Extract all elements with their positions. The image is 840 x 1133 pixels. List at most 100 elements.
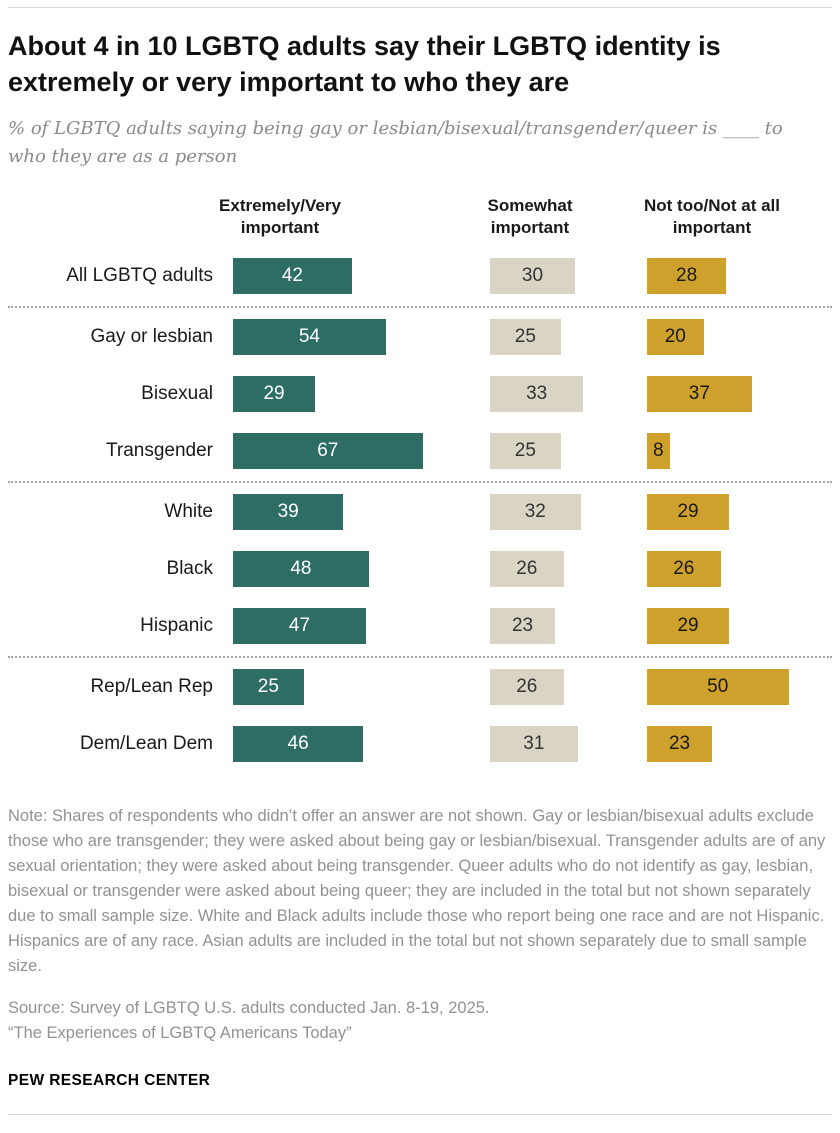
bar-cell: 23 <box>482 608 639 645</box>
bar-somewhat: 23 <box>490 608 556 645</box>
bar-value: 39 <box>277 501 299 523</box>
row-label: Gay or lesbian <box>90 326 213 348</box>
bar-value: 25 <box>514 326 536 348</box>
chart-row: All LGBTQ adults 42 30 28 <box>8 248 832 305</box>
bar-cell: 33 <box>482 376 639 413</box>
bar-cell: 8 <box>639 433 832 470</box>
bar-somewhat: 33 <box>490 376 584 413</box>
bar-not-too: 50 <box>647 669 789 706</box>
bar-value: 25 <box>514 440 536 462</box>
bar-somewhat: 25 <box>490 319 561 356</box>
bar-extremely-very: 48 <box>233 551 369 588</box>
bar-cell: 25 <box>482 433 639 470</box>
bar-value: 37 <box>688 383 710 405</box>
chart-group: All LGBTQ adults 42 30 28 <box>8 247 832 306</box>
column-header-extremely-very: Extremely/Very important <box>219 195 341 237</box>
bar-cell: 42 <box>225 258 482 295</box>
bar-value: 50 <box>707 676 729 698</box>
bar-value: 47 <box>288 615 311 637</box>
bar-value: 48 <box>290 558 312 580</box>
bar-cell: 32 <box>482 494 639 531</box>
bar-not-too: 23 <box>647 726 713 763</box>
chart-row: Transgender 67 25 8 <box>8 423 832 480</box>
bar-not-too: 8 <box>647 433 670 470</box>
bar-cell: 39 <box>225 494 482 531</box>
bar-cell: 23 <box>639 726 832 763</box>
bar-cell: 29 <box>639 494 832 531</box>
report-title: “The Experiences of LGBTQ Americans Toda… <box>8 1023 352 1042</box>
row-label: Rep/Lean Rep <box>90 676 213 698</box>
top-rule <box>8 7 832 8</box>
chart-group: Rep/Lean Rep 25 26 50 Dem/Lean Dem 46 31 23 <box>8 655 832 774</box>
bar-not-too: 29 <box>647 494 730 531</box>
bar-cell: 50 <box>639 669 832 706</box>
bar-value: 29 <box>677 615 699 637</box>
chart-row: Gay or lesbian 54 25 20 <box>8 309 832 366</box>
bar-cell: 48 <box>225 551 482 588</box>
row-label: White <box>164 501 213 523</box>
chart-group: White 39 32 29 Black 48 26 26 Hispanic 47 23 29 <box>8 480 832 656</box>
bar-cell: 47 <box>225 608 482 645</box>
chart-row: Bisexual 29 33 37 <box>8 366 832 423</box>
source-line: Source: Survey of LGBTQ U.S. adults cond… <box>8 998 490 1017</box>
bar-value: 67 <box>317 440 339 462</box>
bar-extremely-very: 67 <box>233 433 423 470</box>
bar-value: 28 <box>676 265 698 287</box>
bar-value: 30 <box>521 265 544 287</box>
page-title: About 4 in 10 LGBTQ adults say their LGB… <box>8 31 721 98</box>
bar-cell: 29 <box>639 608 832 645</box>
bar-somewhat: 30 <box>490 258 575 295</box>
bar-cell: 28 <box>639 258 832 295</box>
bar-value: 26 <box>673 558 695 580</box>
bar-value: 42 <box>281 265 303 287</box>
chart-row: Black 48 26 26 <box>8 541 832 598</box>
bar-somewhat: 26 <box>490 551 564 588</box>
column-header-somewhat: Somewhat important <box>487 195 573 237</box>
bar-cell: 54 <box>225 319 482 356</box>
bar-cell: 20 <box>639 319 832 356</box>
bar-cell: 46 <box>225 726 482 763</box>
chart-page: About 4 in 10 LGBTQ adults say their LGB… <box>0 7 840 1115</box>
bar-extremely-very: 39 <box>233 494 344 531</box>
bar-chart: All LGBTQ adults 42 30 28 Gay or lesbian 54 25… <box>8 247 832 774</box>
chart-row: Rep/Lean Rep 25 26 50 <box>8 659 832 716</box>
bar-value: 23 <box>511 615 534 637</box>
row-label: Transgender <box>105 440 213 462</box>
brand-label: PEW RESEARCH CENTER <box>8 1071 211 1089</box>
bar-cell: 37 <box>639 376 832 413</box>
chart-row: Dem/Lean Dem 46 31 23 <box>8 716 832 773</box>
bar-not-too: 37 <box>647 376 752 413</box>
column-header-not-too: Not too/Not at all important <box>644 195 780 237</box>
row-label: All LGBTQ adults <box>66 265 213 287</box>
row-label: Hispanic <box>140 615 213 637</box>
bar-extremely-very: 25 <box>233 669 304 706</box>
bar-cell: 25 <box>482 319 639 356</box>
bar-cell: 26 <box>482 669 639 706</box>
chart-group: Gay or lesbian 54 25 20 Bisexual 29 33 37 Transg… <box>8 305 832 481</box>
bar-cell: 29 <box>225 376 482 413</box>
chart-row: Hispanic 47 23 29 <box>8 598 832 655</box>
bar-somewhat: 25 <box>490 433 561 470</box>
bar-cell: 26 <box>482 551 639 588</box>
bottom-rule <box>8 1113 832 1115</box>
bar-value: 20 <box>664 326 686 348</box>
bar-value: 8 <box>653 440 664 462</box>
bar-value: 25 <box>257 676 279 698</box>
bar-cell: 26 <box>639 551 832 588</box>
column-headers: Extremely/Very important Somewhat import… <box>8 193 832 247</box>
bar-extremely-very: 54 <box>233 319 386 356</box>
bar-not-too: 28 <box>647 258 727 295</box>
bar-value: 26 <box>516 558 538 580</box>
bar-value: 29 <box>263 383 285 405</box>
bar-value: 26 <box>516 676 538 698</box>
bar-not-too: 29 <box>647 608 730 645</box>
bar-extremely-very: 42 <box>233 258 352 295</box>
bar-value: 46 <box>287 733 309 755</box>
bar-extremely-very: 47 <box>233 608 366 645</box>
bar-not-too: 20 <box>647 319 704 356</box>
bar-extremely-very: 29 <box>233 376 316 413</box>
row-label: Black <box>166 558 213 580</box>
row-label: Bisexual <box>141 383 213 405</box>
chart-subtitle: % of LGBTQ adults saying being gay or le… <box>8 117 783 167</box>
bar-not-too: 26 <box>647 551 721 588</box>
